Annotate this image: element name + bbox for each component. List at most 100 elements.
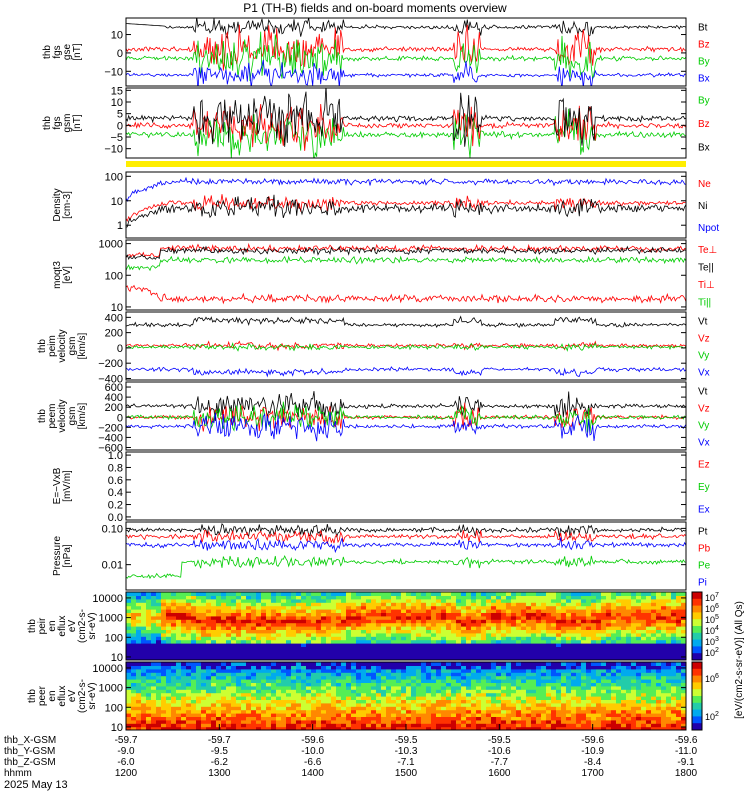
spectrogram-cell <box>656 619 662 624</box>
spectrogram-cell <box>136 649 142 654</box>
spectrogram-cell <box>426 598 432 603</box>
spectrogram-cell <box>311 689 317 694</box>
spectrogram-cell <box>546 598 552 603</box>
spectrogram-cell <box>201 629 207 634</box>
x-tick-label: -6.0 <box>117 757 135 768</box>
spectrogram-cell <box>596 685 602 690</box>
spectrogram-cell <box>611 592 617 596</box>
spectrogram-cell <box>186 629 192 634</box>
spectrogram-cell <box>486 602 492 607</box>
spectrogram-cell <box>671 609 677 613</box>
spectrogram-cell <box>641 668 647 673</box>
spectrogram-cell <box>371 675 377 680</box>
spectrogram-cell <box>681 665 686 670</box>
spectrogram-cell <box>496 639 502 644</box>
spectrogram-cell <box>191 685 197 690</box>
spectrogram-cell <box>526 656 532 660</box>
spectrogram-cell <box>236 598 242 603</box>
spectrogram-cell <box>556 713 562 717</box>
spectrogram-cell <box>166 595 172 600</box>
spectrogram-cell <box>441 662 447 666</box>
spectrogram-cell <box>576 679 582 683</box>
spectrogram-cell <box>141 696 147 700</box>
spectrogram-cell <box>211 656 217 660</box>
spectrogram-cell <box>621 592 627 596</box>
spectrogram-cell <box>306 612 312 617</box>
spectrogram-cell <box>566 679 572 683</box>
spectrogram-cell <box>151 665 157 670</box>
spectrogram-cell <box>211 622 217 627</box>
colorbar-bottom-segment <box>692 698 702 702</box>
spectrogram-cell <box>336 716 342 721</box>
spectrogram-cell <box>656 609 662 613</box>
spectrogram-cell <box>556 646 562 651</box>
spectrogram-cell <box>666 649 672 654</box>
spectrogram-cell <box>296 602 302 607</box>
colorbar-top-segment <box>692 592 702 595</box>
spectrogram-cell <box>496 619 502 624</box>
spectrogram-cell <box>371 702 377 707</box>
spectrogram-cell <box>466 598 472 603</box>
spectrogram-cell <box>676 643 682 647</box>
spectrogram-cell <box>391 609 397 613</box>
spectrogram-cell <box>271 626 277 630</box>
spectrogram-cell <box>311 672 317 677</box>
spectrogram-cell <box>291 632 297 637</box>
colorbar-tick-label: 106 <box>705 603 719 614</box>
spectrogram-cell <box>271 656 277 660</box>
spectrogram-cell <box>541 682 547 687</box>
spectrogram-cell <box>231 713 237 717</box>
legend-Ti⊥: Ti⊥ <box>698 280 715 291</box>
spectrogram-cell <box>346 668 352 673</box>
spectrogram-cell <box>586 699 592 704</box>
spectrogram-cell <box>611 612 617 617</box>
spectrogram-cell <box>506 649 512 654</box>
spectrogram-cell <box>231 682 237 687</box>
spectrogram-cell <box>341 699 347 704</box>
spectrogram-cell <box>516 696 522 700</box>
spectrogram-cell <box>136 719 142 724</box>
spectrogram-cell <box>316 639 322 644</box>
spectrogram-cell <box>271 615 277 620</box>
spectrogram-cell <box>226 702 232 707</box>
spectrogram-cell <box>146 675 152 680</box>
spectrogram-cell <box>446 632 452 637</box>
spectrogram-cell <box>381 709 387 714</box>
spectrogram-cell <box>671 672 677 677</box>
spectrogram-cell <box>651 689 657 694</box>
spectrogram-cell <box>246 615 252 620</box>
series-line-Bz <box>126 24 686 71</box>
spectrogram-cell <box>131 696 137 700</box>
spectrogram-cell <box>406 689 412 694</box>
spectrogram-cell <box>466 692 472 697</box>
spectrogram-cell <box>266 649 272 654</box>
spectrogram-cell <box>331 609 337 613</box>
spectrogram-cell <box>571 592 577 596</box>
spectrogram-cell <box>656 713 662 717</box>
spectrogram-cell <box>551 723 557 728</box>
spectrogram-cell <box>341 592 347 596</box>
spectrogram-cell <box>166 626 172 630</box>
spectrogram-cell <box>196 723 202 728</box>
spectrogram-cell <box>271 675 277 680</box>
x-tick-label: -10.0 <box>301 746 324 757</box>
spectrogram-cell <box>426 649 432 654</box>
spectrogram-cell <box>556 632 562 637</box>
spectrogram-cell <box>676 656 682 660</box>
spectrogram-cell <box>626 662 632 666</box>
spectrogram-cell <box>241 675 247 680</box>
spectrogram-cell <box>636 639 642 644</box>
spectrogram-cell <box>521 615 527 620</box>
spectrogram-cell <box>196 713 202 717</box>
spectrogram-cell <box>206 629 212 634</box>
spectrogram-cell <box>161 629 167 634</box>
spectrogram-cell <box>361 723 367 728</box>
spectrogram-cell <box>431 685 437 690</box>
spectrogram-cell <box>636 612 642 617</box>
spectrogram-cell <box>346 636 352 641</box>
spectrogram-cell <box>296 672 302 677</box>
spectrogram-cell <box>326 723 332 728</box>
spectrogram-cell <box>246 636 252 641</box>
spectrogram-cell <box>586 696 592 700</box>
spectrogram-cell <box>166 632 172 637</box>
